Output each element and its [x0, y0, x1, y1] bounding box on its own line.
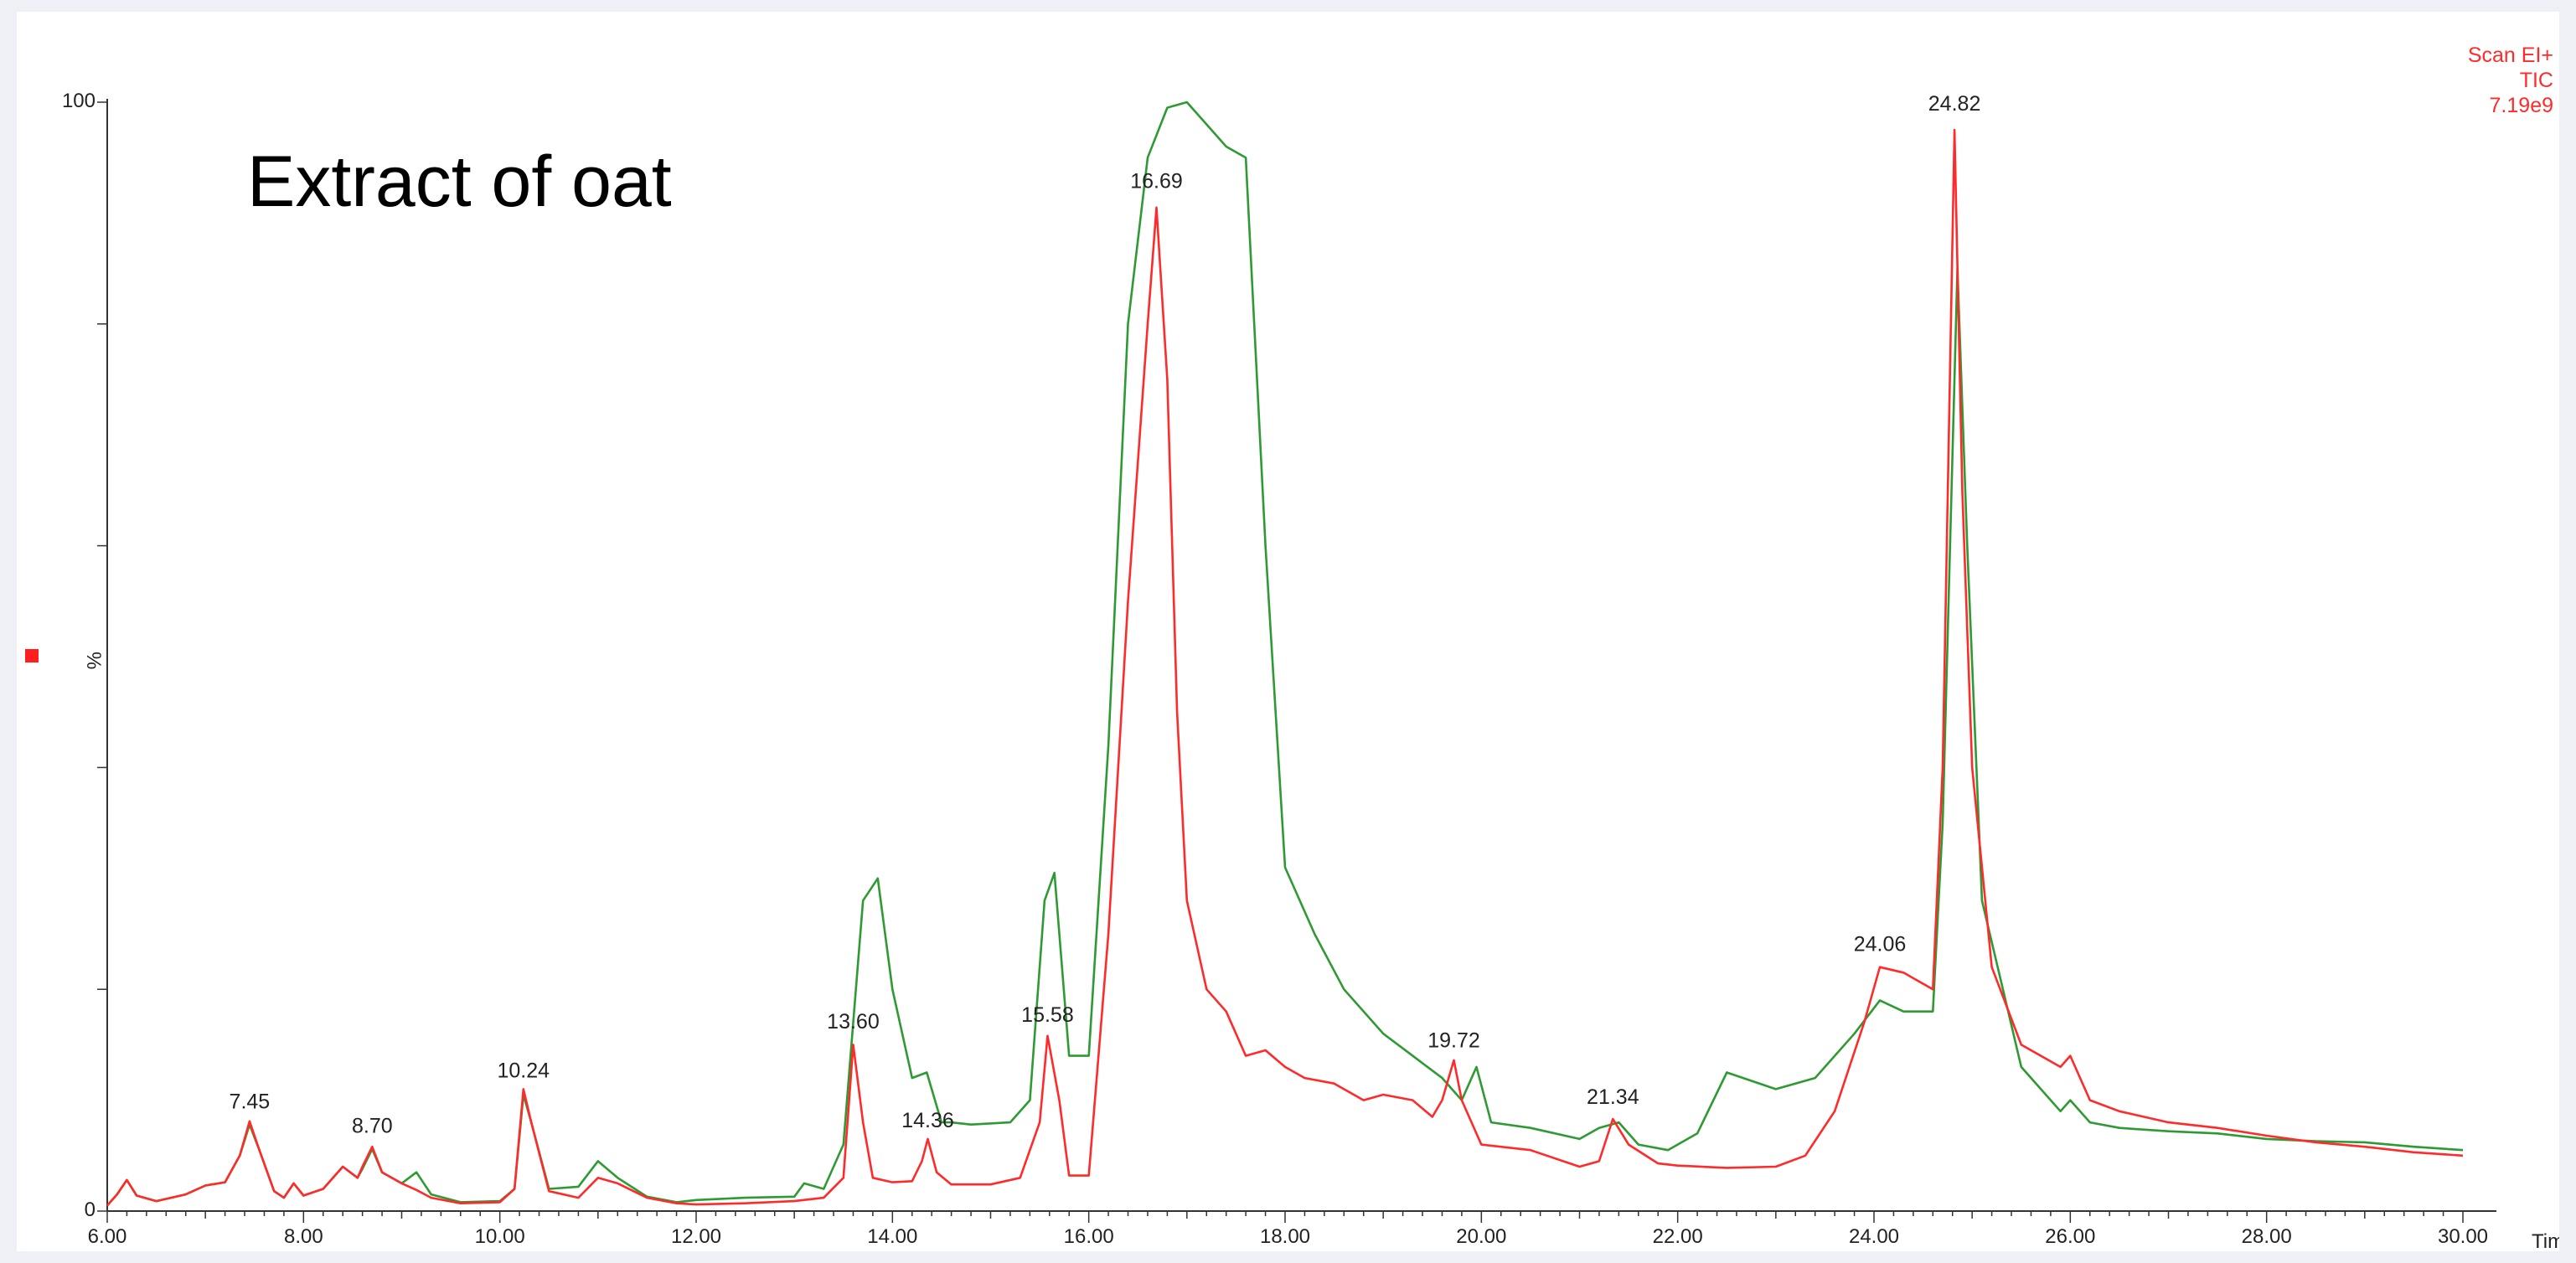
series-line	[106, 128, 2464, 1207]
chromatogram-chart: 6.00 8.00 10.00 12.00 14.00 16.00 18.00 20.00 22…	[25, 44, 2559, 1251]
peak-labels: 7.45 8.70 10.24 13.60 14.36 15.58 16.69 19.72 21…	[230, 92, 1981, 1138]
peak-label: 15.58	[1021, 1003, 1074, 1027]
x-tick-label: 18.00	[1260, 1225, 1310, 1248]
series-lines	[106, 101, 2464, 1207]
scan-label: Scan EI+	[2468, 44, 2553, 67]
x-tick-label: 6.00	[88, 1225, 127, 1248]
peak-label: 24.06	[1854, 932, 1907, 956]
peak-label: 24.82	[1928, 92, 1981, 116]
intensity-label: 7.19e9	[2490, 94, 2553, 117]
peak-label: 21.34	[1587, 1085, 1639, 1109]
y-tick-label: 0	[85, 1199, 96, 1221]
tic-label: TIC	[2520, 69, 2553, 92]
x-tick-label: 8.00	[284, 1225, 323, 1248]
series-line	[106, 101, 2464, 1207]
x-tick-label: 14.00	[867, 1225, 917, 1248]
x-tick-label: 30.00	[2438, 1225, 2488, 1248]
series-marker	[25, 649, 39, 662]
chart-panel: 6.00 8.00 10.00 12.00 14.00 16.00 18.00 20.00 22…	[17, 12, 2559, 1251]
x-tick-label: 26.00	[2045, 1225, 2095, 1248]
x-tick-label: 28.00	[2242, 1225, 2292, 1248]
chart-title: Extract of oat	[247, 142, 672, 222]
peak-label: 10.24	[498, 1059, 550, 1082]
x-tick-label: 12.00	[671, 1225, 721, 1248]
peak-label: 13.60	[827, 1010, 880, 1034]
y-axis-label: %	[82, 652, 105, 669]
peak-label: 8.70	[352, 1115, 393, 1138]
peak-label: 7.45	[230, 1090, 271, 1113]
y-tick-label: 100	[62, 90, 96, 112]
x-tick-label: 22.00	[1653, 1225, 1703, 1248]
x-axis-label: Time	[2532, 1230, 2559, 1251]
peak-label: 14.36	[901, 1109, 954, 1132]
x-tick-label: 24.00	[1849, 1225, 1899, 1248]
peak-label: 16.69	[1130, 170, 1183, 193]
axes: 6.00 8.00 10.00 12.00 14.00 16.00 18.00 20.00 22…	[62, 90, 2496, 1248]
x-tick-label: 16.00	[1064, 1225, 1114, 1248]
x-tick-label: 10.00	[475, 1225, 525, 1248]
x-tick-label: 20.00	[1456, 1225, 1506, 1248]
peak-label: 19.72	[1427, 1029, 1480, 1053]
